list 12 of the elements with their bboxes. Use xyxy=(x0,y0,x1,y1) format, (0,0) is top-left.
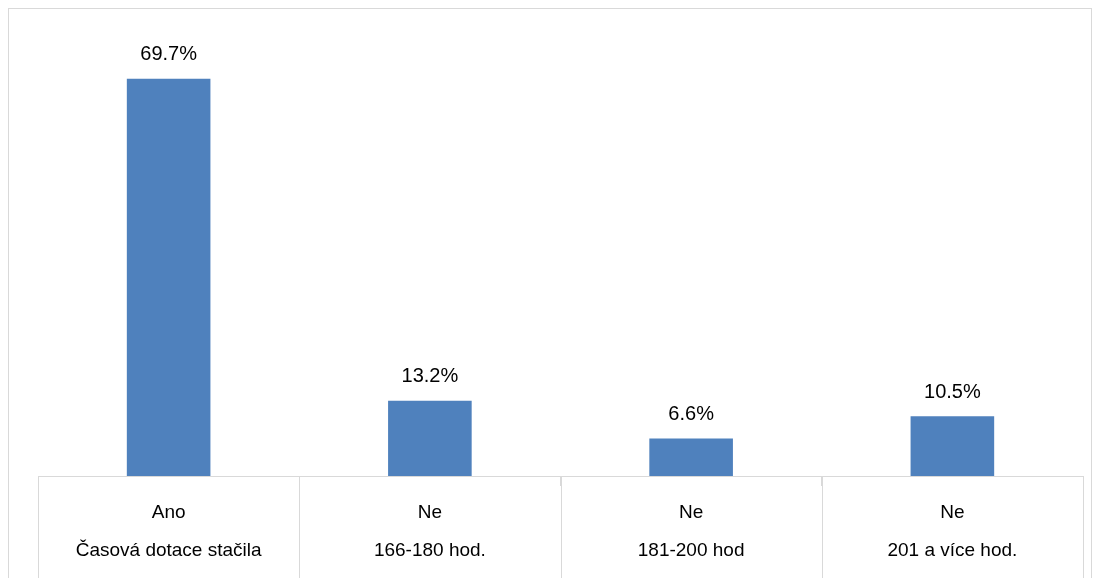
bar xyxy=(910,416,995,476)
data-label: 69.7% xyxy=(140,42,198,65)
x-tick-label: Ne 181-200 hod xyxy=(637,501,745,561)
data-label: 6.6% xyxy=(668,401,715,424)
bar xyxy=(126,78,211,476)
x-tick-label: Ne 166-180 hod. xyxy=(373,501,486,561)
data-label: 13.2% xyxy=(401,364,459,387)
bar xyxy=(649,438,733,476)
data-label: 10.5% xyxy=(924,379,981,402)
x-tick-label: Ano Časová dotace stačila xyxy=(75,501,262,561)
x-tick-label: Ne 201 a více hod. xyxy=(887,501,1018,561)
bar xyxy=(388,400,472,476)
